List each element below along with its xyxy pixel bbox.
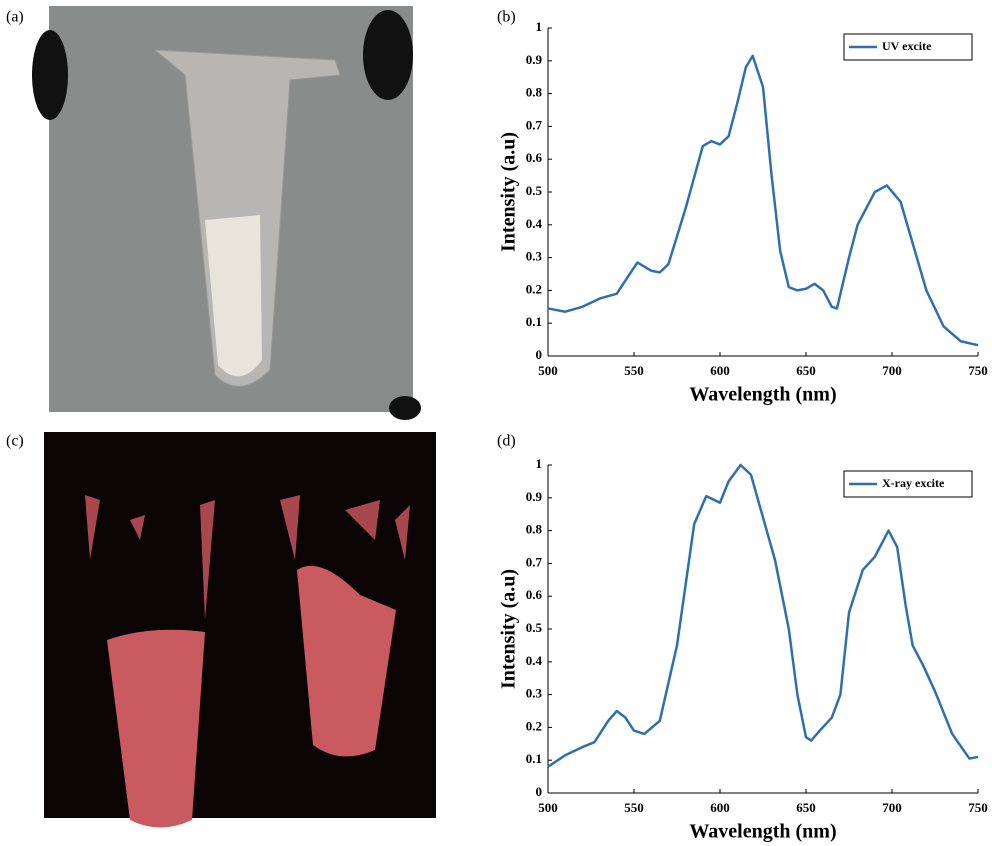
hole xyxy=(389,396,421,420)
photo-c xyxy=(44,432,436,828)
y-tick-label: 0.5 xyxy=(526,620,543,635)
panel-label: (b) xyxy=(497,9,516,26)
y-tick-label: 0.8 xyxy=(526,85,543,100)
y-tick-label: 0.7 xyxy=(526,554,543,569)
glow-speckles xyxy=(85,495,410,620)
y-tick-label: 0.8 xyxy=(526,522,543,537)
y-tick-label: 0 xyxy=(536,784,543,799)
y-axis-label: Intensity (a.u) xyxy=(498,569,520,689)
photo-a xyxy=(32,6,421,420)
y-tick-label: 0.4 xyxy=(526,216,543,231)
x-tick-label: 650 xyxy=(796,800,816,815)
y-tick-label: 0.1 xyxy=(526,314,542,329)
panel-label: (a) xyxy=(6,9,24,26)
legend-label: UV excite xyxy=(882,39,932,53)
y-tick-label: 0 xyxy=(536,347,543,362)
hole xyxy=(32,30,68,120)
y-tick-label: 1 xyxy=(536,456,543,471)
y-tick-label: 0.2 xyxy=(526,718,542,733)
y-tick-label: 0.6 xyxy=(526,587,543,602)
y-tick-label: 0.3 xyxy=(526,249,543,264)
y-tick-label: 0.6 xyxy=(526,150,543,165)
y-axis-label: Intensity (a.u) xyxy=(498,132,520,252)
x-tick-label: 550 xyxy=(624,800,644,815)
x-axis-label: Wavelength (nm) xyxy=(689,821,836,843)
y-tick-label: 0.7 xyxy=(526,117,543,132)
x-tick-label: 750 xyxy=(968,800,988,815)
x-tick-label: 750 xyxy=(968,363,988,378)
y-tick-label: 0.9 xyxy=(526,52,543,67)
y-tick-label: 0.2 xyxy=(526,281,542,296)
chart: 0 0.1 0.2 0.3 0.4 0.5 0.6 0.7 0.8 0.9 1 500 550 600 65… xyxy=(498,456,988,843)
y-tick-label: 0.1 xyxy=(526,751,542,766)
y-tick-label: 0.5 xyxy=(526,183,543,198)
x-axis-label: Wavelength (nm) xyxy=(689,384,836,406)
chart: 0 0.1 0.2 0.3 0.4 0.5 0.6 0.7 0.8 0.9 1 500 550 600 65… xyxy=(498,19,988,406)
panel-label: (d) xyxy=(497,433,516,450)
legend-label: X-ray excite xyxy=(882,476,945,490)
y-tick-label: 1 xyxy=(536,19,543,34)
data-line xyxy=(547,463,979,768)
data-line xyxy=(547,54,979,347)
x-tick-label: 500 xyxy=(538,800,558,815)
y-tick-label: 0.3 xyxy=(526,686,543,701)
powder xyxy=(205,215,262,377)
x-tick-label: 600 xyxy=(710,800,730,815)
y-tick-label: 0.9 xyxy=(526,489,543,504)
glowing-tube xyxy=(107,629,205,828)
x-tick-label: 500 xyxy=(538,363,558,378)
x-tick-label: 700 xyxy=(882,800,902,815)
glowing-tube xyxy=(297,565,396,757)
x-tick-label: 700 xyxy=(882,363,902,378)
y-tick-label: 0.4 xyxy=(526,653,543,668)
x-tick-label: 650 xyxy=(796,363,816,378)
panel-label: (c) xyxy=(6,433,24,450)
plot-area xyxy=(548,28,978,356)
x-tick-label: 600 xyxy=(710,363,730,378)
hole xyxy=(363,10,413,100)
x-tick-label: 550 xyxy=(624,363,644,378)
